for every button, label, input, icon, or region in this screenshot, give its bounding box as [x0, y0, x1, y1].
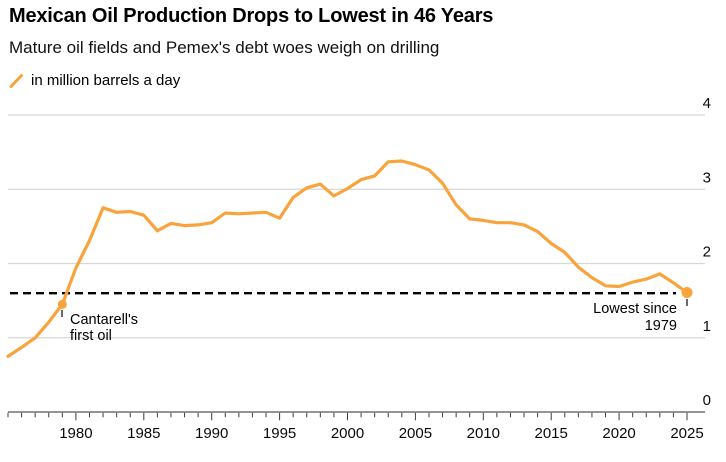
legend: in million barrels a day — [9, 72, 180, 89]
svg-text:1995: 1995 — [263, 425, 296, 442]
gridlines — [8, 114, 705, 339]
svg-text:2005: 2005 — [399, 425, 432, 442]
svg-text:2: 2 — [703, 244, 711, 261]
annotation-lowest-line2: 1979 — [645, 318, 677, 334]
line-series-icon — [9, 73, 23, 88]
svg-text:4: 4 — [703, 95, 711, 112]
svg-text:3: 3 — [703, 169, 711, 186]
legend-label: in million barrels a day — [31, 72, 181, 89]
svg-text:1980: 1980 — [59, 425, 92, 442]
svg-text:2025: 2025 — [670, 425, 703, 442]
svg-text:1985: 1985 — [127, 425, 160, 442]
chart-subtitle: Mature oil fields and Pemex's debt woes … — [9, 38, 440, 57]
axis-labels: 0 1 2 3 4 1980 1985 1990 1995 2000 2005 2010 2015 202… — [59, 95, 711, 442]
annotation-lowest: Lowest since 1979 — [593, 299, 688, 334]
svg-text:2000: 2000 — [331, 425, 364, 442]
annotation-lowest-line1: Lowest since — [593, 301, 677, 317]
svg-text:2010: 2010 — [467, 425, 500, 442]
annotation-cantarell-line2: first oil — [70, 328, 112, 344]
svg-text:2015: 2015 — [535, 425, 568, 442]
annotation-cantarell-line1: Cantarell's — [70, 312, 138, 328]
svg-text:1990: 1990 — [195, 425, 228, 442]
chart-title: Mexican Oil Production Drops to Lowest i… — [9, 5, 494, 27]
svg-text:1: 1 — [703, 318, 711, 335]
production-line-series — [6, 159, 693, 358]
x-axis — [7, 411, 705, 421]
svg-text:0: 0 — [703, 392, 711, 409]
annotation-cantarell: Cantarell's first oil — [61, 310, 138, 344]
svg-text:2020: 2020 — [602, 425, 635, 442]
